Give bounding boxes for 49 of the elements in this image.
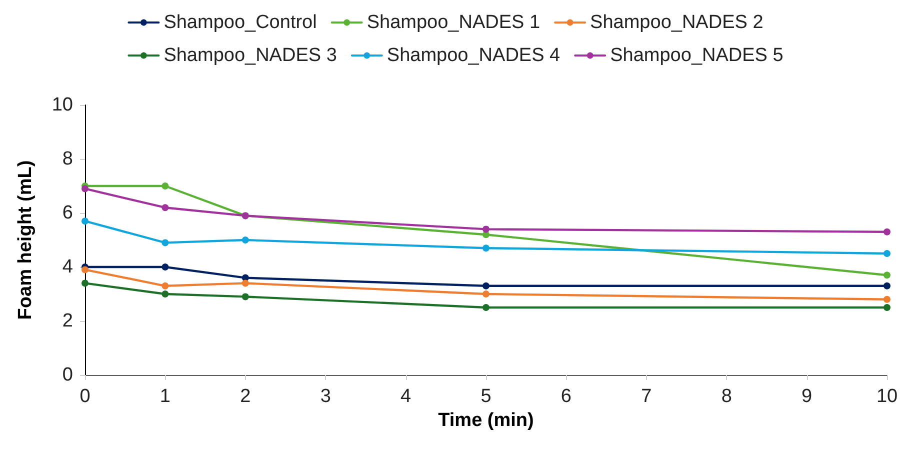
point [884, 272, 890, 279]
x-tick-label: 7 [641, 386, 652, 407]
legend-label: Shampoo_Control [164, 12, 317, 33]
point [482, 226, 490, 233]
y-axis-title: Foam height (mL) [15, 160, 36, 320]
x-tick-label: 5 [480, 386, 492, 407]
point [242, 280, 249, 287]
x-tick-label: 8 [721, 386, 732, 407]
point [162, 282, 169, 290]
point [884, 296, 890, 303]
legend-label: Shampoo_NADES 1 [366, 12, 540, 33]
y-tick-label: 2 [62, 310, 73, 332]
point [242, 293, 249, 300]
point [482, 244, 490, 252]
x-tick-label: 6 [560, 386, 572, 407]
point [162, 204, 169, 212]
x-axis-title: Time (min) [438, 410, 534, 431]
point [884, 250, 890, 257]
legend-label: Shampoo_NADES 4 [386, 45, 561, 66]
point [82, 280, 88, 287]
y-tick-label: 8 [62, 148, 73, 170]
x-tick-label: 10 [876, 386, 898, 407]
point [884, 228, 890, 236]
point [884, 304, 890, 311]
legend-label: Shampoo_NADES 2 [590, 12, 764, 33]
point [162, 239, 169, 246]
point [162, 290, 169, 298]
x-tick-label: 0 [80, 386, 90, 407]
y-tick-label: 0 [62, 364, 73, 386]
x-tick-label: 9 [802, 386, 812, 407]
x-tick-label: 3 [320, 386, 331, 407]
legend-label: Shampoo_NADES 5 [610, 45, 784, 66]
x-tick-label: 1 [160, 386, 170, 407]
y-tick-label: 10 [52, 94, 73, 116]
legend-label: Shampoo_NADES 3 [164, 45, 337, 66]
point [162, 264, 169, 270]
point [82, 185, 88, 192]
x-tick-label: 4 [400, 386, 412, 407]
point [242, 236, 249, 244]
point [82, 266, 88, 274]
x-tick-label: 2 [240, 386, 251, 407]
point [482, 304, 490, 311]
y-tick-label: 6 [62, 202, 73, 224]
point [482, 282, 490, 290]
point [82, 218, 88, 225]
point [482, 290, 490, 298]
point [162, 182, 169, 190]
point [884, 282, 890, 290]
y-tick-label: 4 [62, 256, 74, 278]
